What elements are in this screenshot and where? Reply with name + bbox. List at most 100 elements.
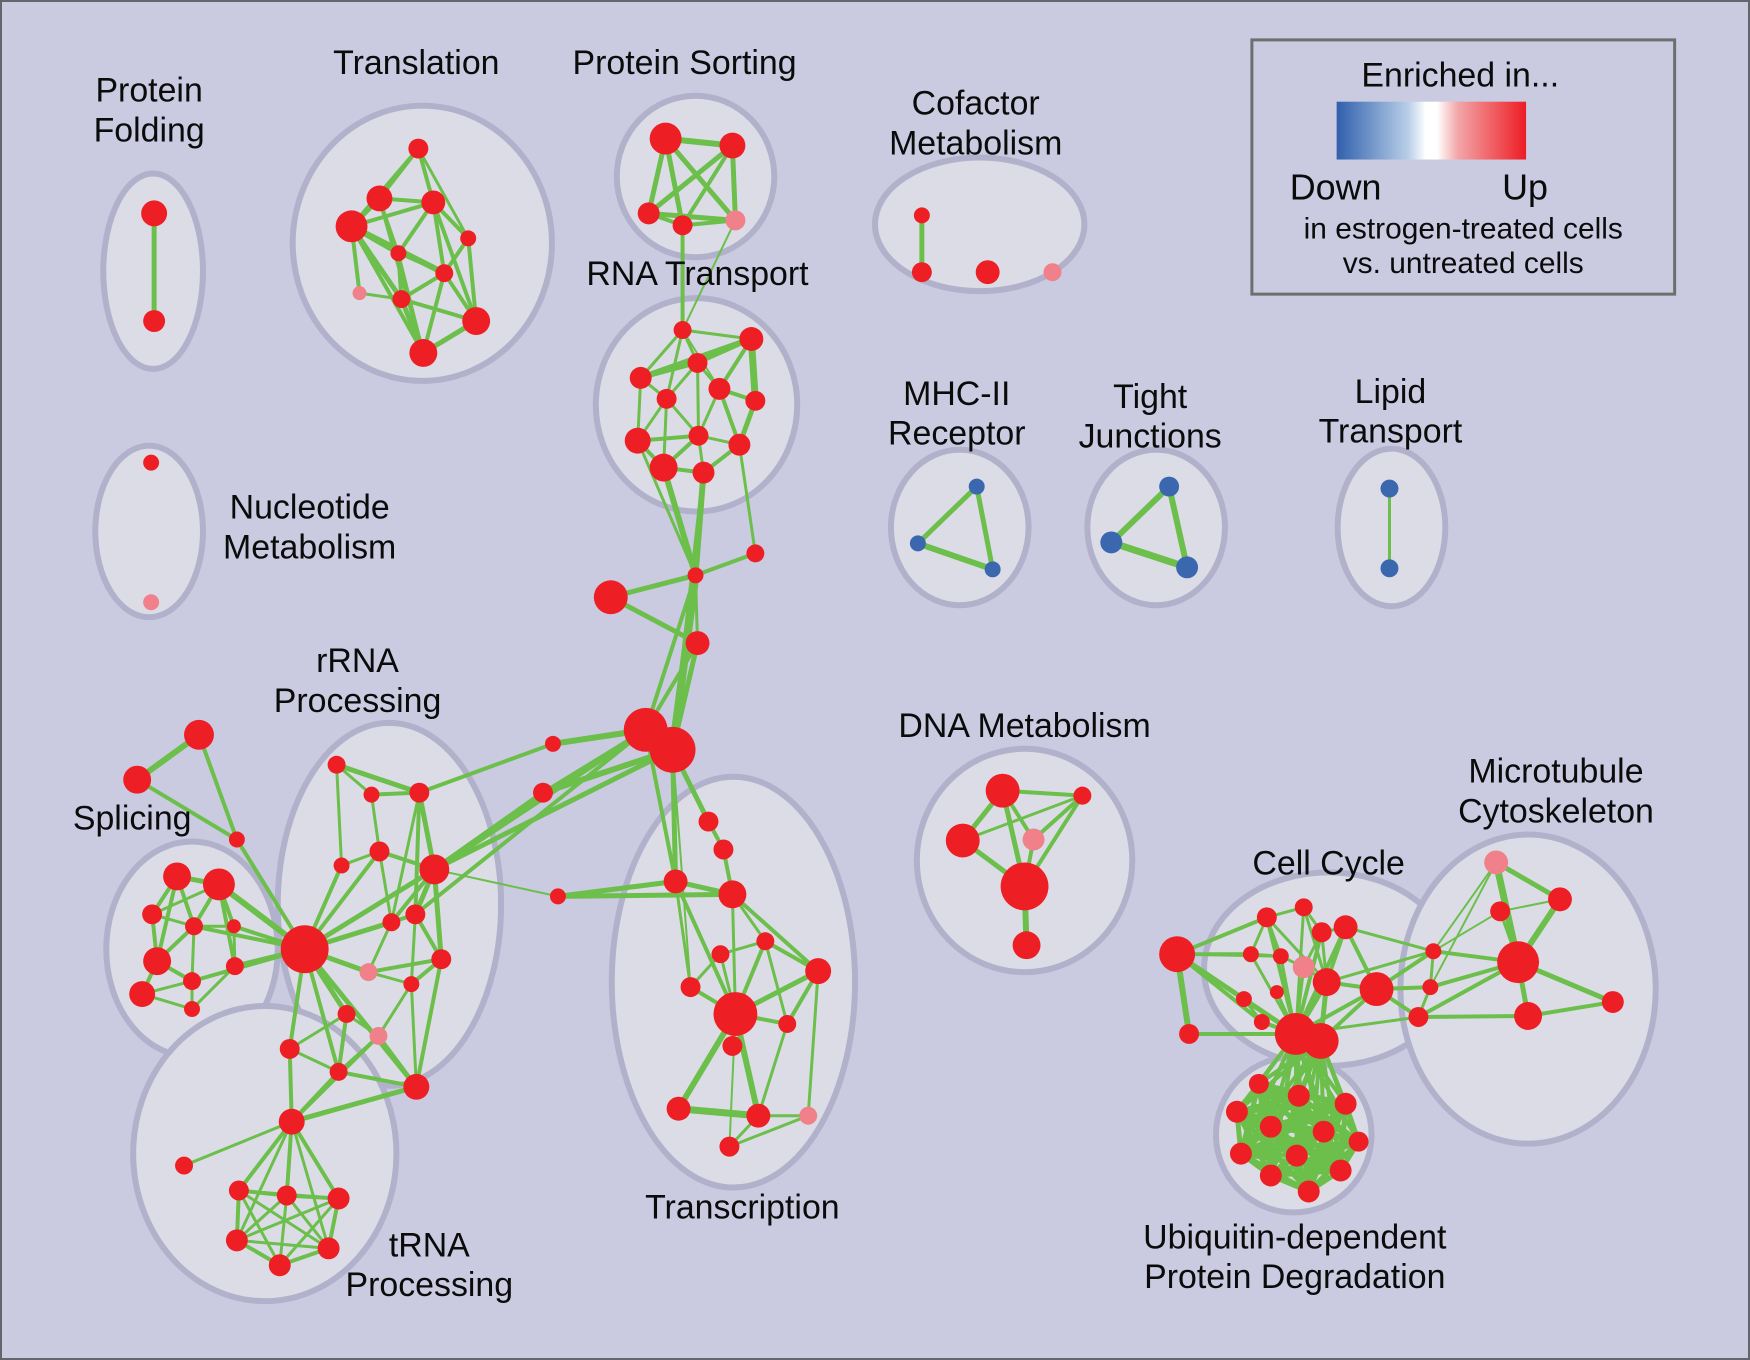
node-cn2 [533,782,553,803]
node-u7 [1348,1131,1369,1152]
edge-tn_hub-rr17 [289,1084,419,1125]
node-cf2 [911,262,932,283]
edge-rr8-rr11 [366,957,444,975]
node-mh1 [968,478,985,495]
node-cf4 [1043,263,1062,282]
edge-cn1-rr3 [417,741,555,795]
node-x15 [719,1136,740,1157]
node-cc15 [1359,972,1394,1007]
edge-cc14-u12 [1306,1038,1323,1194]
node-r11 [649,453,678,482]
node-s6 [143,947,172,976]
cluster-label-translation: Translation [333,44,499,82]
node-ps1 [649,122,682,155]
edge-x4-x8 [730,892,821,974]
cluster-label-rna-transport: RNA Transport [586,255,809,293]
node-lp2 [1380,559,1399,578]
edge-tn4-tn5 [235,1196,341,1242]
node-t9 [392,290,411,309]
edge-rr5-rr7 [302,866,437,952]
edge-tj1-tj2 [1108,483,1173,546]
edge-s8-s10 [190,964,237,1011]
node-x13 [746,1103,771,1128]
node-ps3 [637,202,660,225]
node-x4 [718,880,747,909]
node-s7 [183,972,201,991]
edge-rr4-rr9 [377,849,393,924]
node-s1 [163,862,192,891]
cluster-label-nucleotide-metabolism: Nucleotide [230,488,390,526]
cluster-label-lipid-transport: Transport [1319,413,1463,451]
node-r12 [692,461,715,484]
node-ps2 [719,132,746,159]
edge-mt7-mt8 [1416,1014,1531,1019]
edge-h6-x7 [671,748,692,989]
node-x10 [778,1015,797,1033]
edge-ps3-ps5 [646,210,738,223]
node-mt8 [1514,1002,1543,1030]
node-cf1 [913,207,930,224]
node-rr7 [280,925,329,974]
node-d2 [1073,786,1092,805]
cluster-label-cofactor-metabolism: Cofactor [912,85,1040,123]
node-r9 [688,425,709,446]
cluster-ellipse-mhc-ii-receptor [887,446,1032,609]
edge-tn4-tn7 [278,1196,341,1267]
node-u8 [1229,1142,1252,1165]
cluster-label-microtubule-cytoskeleton: Cytoskeleton [1458,793,1654,831]
cluster-label-microtubule-cytoskeleton: Microtubule [1468,753,1643,791]
node-r7 [745,390,766,411]
edge-tj1-tj3 [1166,483,1191,571]
node-d3 [945,823,980,858]
edge-rr1-rr3 [334,762,422,796]
edge-x10-x13 [756,1022,789,1118]
edge-mt3-mt5 [1432,910,1502,953]
node-x5 [756,932,775,951]
edge-tn_hub-tn1 [182,1120,294,1168]
edge-rr14-rr16 [336,1012,349,1074]
node-cc11 [1269,985,1284,1000]
edge-cc9-mt5 [1325,949,1435,984]
node-pf2 [143,310,166,333]
node-rr13 [369,1026,388,1045]
node-tn5 [225,1229,248,1252]
edge-cc14-u10 [1318,1038,1343,1173]
node-cf3 [975,260,1000,285]
node-x8 [805,958,832,985]
node-tn4 [327,1187,350,1210]
node-t6 [390,245,407,262]
edge-x5-x10 [763,939,789,1026]
node-r8 [624,427,651,454]
edge-tg1-tg3 [197,732,239,842]
edge-rr3-rr9 [389,791,421,924]
node-cc0 [1159,936,1196,973]
cluster-label-tight-junctions: Junctions [1079,418,1222,456]
edge-rr8-rr9 [366,920,393,974]
cluster-ellipse-nucleotide-metabolism [92,442,206,621]
node-ps4 [672,215,693,236]
node-mt9 [1601,991,1624,1014]
cluster-label-mhc-ii-receptor: Receptor [888,415,1025,453]
node-d5 [1000,862,1049,911]
node-mt2 [1548,887,1572,912]
node-mt7 [1408,1007,1429,1027]
node-cc12 [1253,1014,1270,1030]
node-x12 [666,1096,691,1121]
edge-cc14-u11 [1268,1038,1323,1178]
edge-u3-u4 [1234,1101,1349,1115]
legend: Enriched in... Down Up in estrogen-treat… [1250,38,1677,296]
node-rr6 [333,857,350,874]
node-u1 [1248,1073,1269,1094]
node-tn_hub [278,1108,305,1135]
edge-t3-t10 [431,200,479,324]
node-cc1 [1179,1023,1200,1044]
node-pf1 [141,200,168,227]
legend-box [1250,38,1677,296]
node-s10 [184,1001,200,1018]
node-tg2 [123,765,152,794]
legend-down-label: Down [1290,167,1382,207]
node-x7 [680,977,701,998]
edge-x8-x14 [806,969,820,1118]
